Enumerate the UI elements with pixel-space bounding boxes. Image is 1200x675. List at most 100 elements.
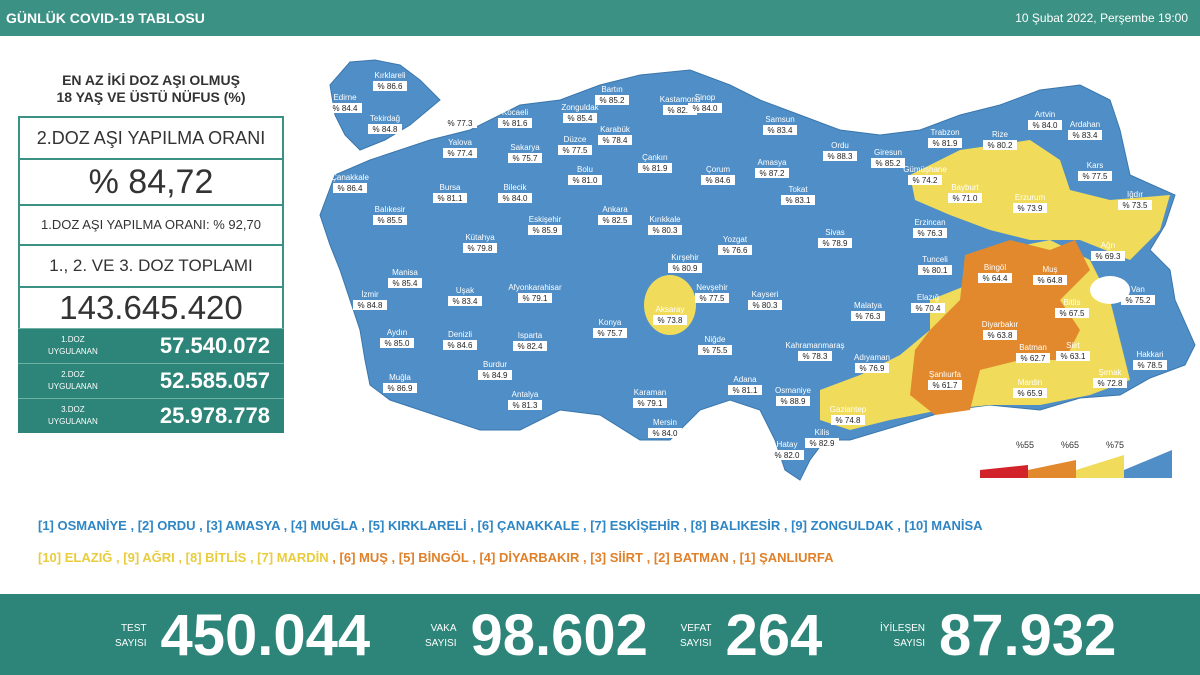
value-box	[568, 175, 602, 185]
value-box	[388, 278, 422, 288]
province-value: % 80.3	[653, 226, 678, 235]
province-label: Eskişehir % 85.9	[528, 215, 562, 235]
value-box	[776, 396, 810, 406]
stat: İYİLEŞEN SAYISI 87.932	[880, 602, 1116, 669]
province: ŞANLIURFA	[759, 550, 834, 565]
value-box	[1133, 360, 1167, 370]
value-box	[558, 145, 592, 155]
value-box	[368, 124, 402, 134]
province-label: Hakkari % 78.5	[1133, 350, 1167, 370]
province-name: Aydın	[387, 328, 407, 337]
province-value: % 84.9	[483, 371, 508, 380]
province-label: Bolu % 81.0	[568, 165, 602, 185]
province-name: Muş	[1042, 265, 1057, 274]
stat-label-line: İYİLEŞEN	[880, 622, 926, 634]
second-dose-rate: % 84,72	[18, 158, 284, 204]
province-label: Denizli % 84.6	[443, 330, 477, 350]
province-label: Giresun % 85.2	[871, 148, 905, 168]
legend-swatch	[1028, 460, 1076, 478]
province-name: Kars	[1087, 161, 1103, 170]
value-box	[1033, 275, 1067, 285]
legend-label: %75	[1106, 440, 1124, 450]
value-box	[380, 338, 414, 348]
rank: [3]	[206, 518, 223, 533]
province-label: Adana % 81.1	[728, 375, 762, 395]
province-value: % 83.1	[786, 196, 811, 205]
vaccination-panel: EN AZ İKİ DOZ AŞI OLMUŞ 18 YAŞ VE ÜSTÜ N…	[18, 72, 284, 433]
province-label: Osmaniye % 88.9	[775, 386, 812, 406]
province-label: Rize % 80.2	[983, 130, 1017, 150]
province-name: Kırklareli	[374, 71, 405, 80]
province-name: Denizli	[448, 330, 472, 339]
value-box	[563, 113, 597, 123]
value-box	[831, 415, 865, 425]
province-value: % 82.9	[810, 439, 835, 448]
province-value: % 81.9	[643, 164, 668, 173]
legend-swatch	[1076, 455, 1124, 478]
province-value: % 73.5	[1123, 201, 1148, 210]
province-name: Kahramanmaraş	[785, 341, 844, 350]
province-name: Kütahya	[465, 233, 495, 242]
province-name: Erzincan	[914, 218, 945, 227]
separator: ,	[112, 550, 124, 565]
province-name: İstanbul	[446, 108, 474, 117]
province-value: % 74.2	[913, 176, 938, 185]
separator: ,	[468, 550, 480, 565]
province-name: Artvin	[1035, 110, 1055, 119]
province-value: % 76.3	[856, 312, 881, 321]
separator: ,	[174, 550, 186, 565]
value-box	[373, 81, 407, 91]
province-value: % 85.2	[876, 159, 901, 168]
province-name: Yozgat	[723, 235, 748, 244]
value-box	[593, 328, 627, 338]
province-label: Mersin % 84.0	[648, 418, 682, 438]
province-value: % 75.2	[1126, 296, 1151, 305]
value-box	[328, 103, 362, 113]
province-name: Isparta	[518, 331, 543, 340]
province-label: Konya % 75.7	[593, 318, 627, 338]
province-value: % 80.2	[988, 141, 1013, 150]
value-box	[463, 243, 497, 253]
value-box	[805, 438, 839, 448]
province-name: Edirne	[333, 93, 357, 102]
separator: ,	[387, 550, 399, 565]
value-box	[748, 300, 782, 310]
province-value: % 82.0	[775, 451, 800, 460]
province-value: % 85.9	[533, 226, 558, 235]
province-value: % 77.5	[563, 146, 588, 155]
province-label: İzmir % 84.8	[353, 290, 387, 310]
bottom-ranking: [10] ELAZIĞ , [9] AĞRI , [8] BİTLİS , [7…	[38, 550, 983, 565]
province-name: Çankırı	[642, 153, 668, 162]
province-label: Yalova % 77.4	[443, 138, 477, 158]
dose-value: 52.585.057	[159, 368, 270, 393]
province-label: Çorum % 84.6	[701, 165, 735, 185]
province-name: Ordu	[831, 141, 849, 150]
rank: [8]	[185, 550, 202, 565]
separator: ,	[893, 518, 905, 533]
province-label: Çankırı % 81.9	[638, 153, 672, 173]
value-box	[638, 163, 672, 173]
province-label: Bitlis % 67.5	[1055, 298, 1089, 318]
stat-label-line: VAKA	[430, 622, 457, 634]
province-value: % 69.3	[1096, 252, 1121, 261]
value-box	[508, 400, 542, 410]
province-name: Karaman	[634, 388, 666, 397]
value-box	[498, 118, 532, 128]
province-label: Edirne % 84.4	[328, 93, 362, 113]
province-name: Karabük	[600, 125, 631, 134]
province-name: Nevşehir	[696, 283, 728, 292]
province-name: Kırşehir	[671, 253, 699, 262]
province-name: Balıkesir	[375, 205, 406, 214]
province-name: Adana	[733, 375, 757, 384]
province-label: Siirt % 63.1	[1056, 341, 1090, 361]
value-box	[1013, 388, 1047, 398]
value-box	[701, 175, 735, 185]
value-box	[598, 215, 632, 225]
stat-label-line: SAYISI	[893, 637, 926, 649]
value-box	[911, 303, 945, 313]
province-label: Şırnak % 72.8	[1093, 368, 1127, 388]
value-box	[498, 193, 532, 203]
province-value: % 85.0	[385, 339, 410, 348]
value-box	[798, 351, 832, 361]
vaccination-title: EN AZ İKİ DOZ AŞI OLMUŞ 18 YAŞ VE ÜSTÜ N…	[18, 72, 284, 106]
